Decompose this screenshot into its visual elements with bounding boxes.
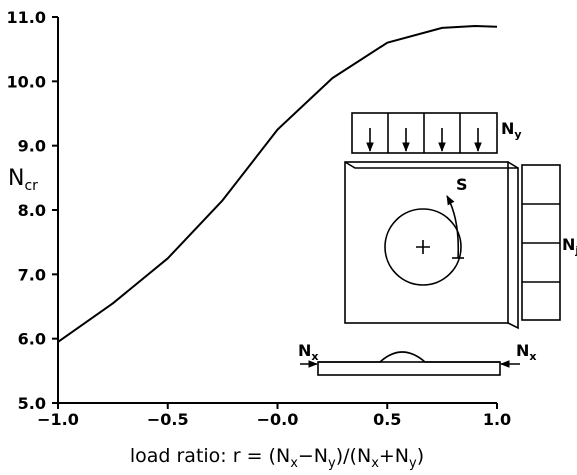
label-sub: j — [574, 244, 577, 257]
shear-label: S — [456, 175, 468, 194]
y-tick-label: 9.0 — [18, 137, 46, 156]
label-main: N — [501, 119, 514, 138]
line-series — [57, 25, 498, 343]
x-label-part: +N — [379, 445, 409, 467]
left-load-label: Nx — [298, 341, 319, 363]
x-axis-label: load ratio: r = (Nx−Ny)/(Nx+Ny) — [130, 445, 424, 471]
label-main: N — [516, 341, 529, 360]
y-tick-label: 6.0 — [18, 330, 46, 349]
y-label-sub: cr — [24, 178, 38, 194]
x-tick-label: 1.0 — [483, 410, 511, 429]
label-sub: x — [311, 350, 318, 363]
label-sub: y — [514, 128, 521, 141]
x-label-part: )/(N — [336, 445, 371, 467]
x-label-part: ) — [417, 445, 424, 467]
side-load-label: Nj — [562, 235, 577, 257]
x-tick-label: −0.0 — [257, 410, 299, 429]
y-label-main: N — [8, 166, 24, 191]
y-tick-label: 11.0 — [7, 8, 46, 27]
x-tick-label: −1.0 — [37, 410, 79, 429]
y-tick-label: 5.0 — [18, 394, 46, 413]
inset-diagram: Ny S Nj Nx Nx — [298, 112, 577, 376]
right-load-label: Nx — [516, 341, 537, 363]
x-label-sub: y — [328, 456, 336, 471]
top-load-label: Ny — [501, 119, 522, 141]
label-main: N — [562, 235, 575, 254]
y-tick-label: 10.0 — [7, 72, 46, 91]
label-sub: x — [529, 350, 536, 363]
x-tick-label: −0.5 — [147, 410, 189, 429]
y-axis-label: Ncr — [8, 166, 38, 194]
y-tick-label: 7.0 — [18, 265, 46, 284]
x-label-sub: x — [371, 456, 379, 471]
x-label-sub: x — [290, 456, 298, 471]
x-label-sub: y — [409, 456, 417, 471]
x-tick-label: 0.5 — [373, 410, 401, 429]
y-tick-label: 8.0 — [18, 201, 46, 220]
x-label-part: load ratio: r = (N — [130, 445, 290, 467]
label-main: N — [298, 341, 311, 360]
x-label-part: −N — [298, 445, 328, 467]
